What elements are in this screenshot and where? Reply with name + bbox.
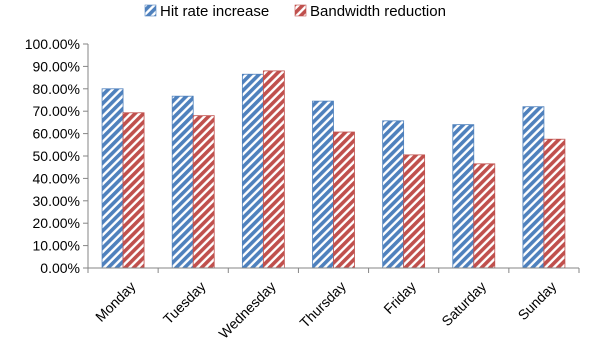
- x-tick-label: Sunday: [515, 278, 560, 323]
- bar-bandwidth-wednesday: [262, 70, 285, 269]
- legend-item-bandwidth: Bandwidth reduction: [294, 3, 446, 20]
- bar-hit-rate-saturday: [452, 124, 475, 269]
- x-axis: Monday Tuesday Wednesday Thursday Friday Satu…: [87, 267, 580, 342]
- y-tick-label: 90.00%: [33, 58, 80, 74]
- bars: [101, 70, 566, 269]
- bar-hit-rate-friday: [382, 120, 405, 269]
- bar-bandwidth-friday: [403, 154, 426, 269]
- y-tick-label: 40.00%: [33, 170, 80, 186]
- y-tick-label: 100.00%: [25, 36, 80, 52]
- x-tick-label: Saturday: [438, 278, 489, 329]
- y-tick-label: 30.00%: [33, 193, 80, 209]
- bar-hit-rate-wednesday: [241, 73, 264, 269]
- legend: Hit rate increase Bandwidth reduction: [144, 3, 446, 20]
- legend-swatch-bandwidth: [294, 4, 307, 17]
- bar-hit-rate-tuesday: [171, 95, 194, 269]
- x-tick-label: Monday: [92, 278, 139, 325]
- bar-hit-rate-sunday: [522, 106, 545, 269]
- x-tick-label: Wednesday: [215, 278, 278, 341]
- legend-item-hit-rate: Hit rate increase: [144, 3, 269, 20]
- bar-bandwidth-tuesday: [192, 115, 215, 269]
- x-tick-label: Friday: [380, 278, 419, 317]
- bar-bandwidth-saturday: [473, 163, 496, 269]
- bar-bandwidth-sunday: [543, 138, 566, 269]
- x-tick-label: Tuesday: [160, 278, 209, 327]
- bar-hit-rate-monday: [101, 88, 124, 269]
- x-tick-label: Thursday: [296, 278, 349, 331]
- legend-label-hit-rate: Hit rate increase: [160, 3, 269, 20]
- y-tick-label: 80.00%: [33, 81, 80, 97]
- y-tick-label: 10.00%: [33, 238, 80, 254]
- y-tick-label: 60.00%: [33, 126, 80, 142]
- legend-swatch-hit-rate: [144, 4, 157, 17]
- legend-label-bandwidth: Bandwidth reduction: [310, 3, 446, 20]
- bar-bandwidth-monday: [122, 112, 145, 269]
- y-tick-label: 0.00%: [40, 260, 80, 276]
- y-axis: 0.00% 10.00% 20.00% 30.00% 40.00% 50.00% 60.00…: [25, 36, 89, 276]
- bar-hit-rate-thursday: [312, 100, 334, 269]
- bar-bandwidth-thursday: [333, 131, 355, 269]
- y-tick-label: 70.00%: [33, 103, 80, 119]
- y-tick-label: 20.00%: [33, 215, 80, 231]
- y-tick-label: 50.00%: [33, 148, 80, 164]
